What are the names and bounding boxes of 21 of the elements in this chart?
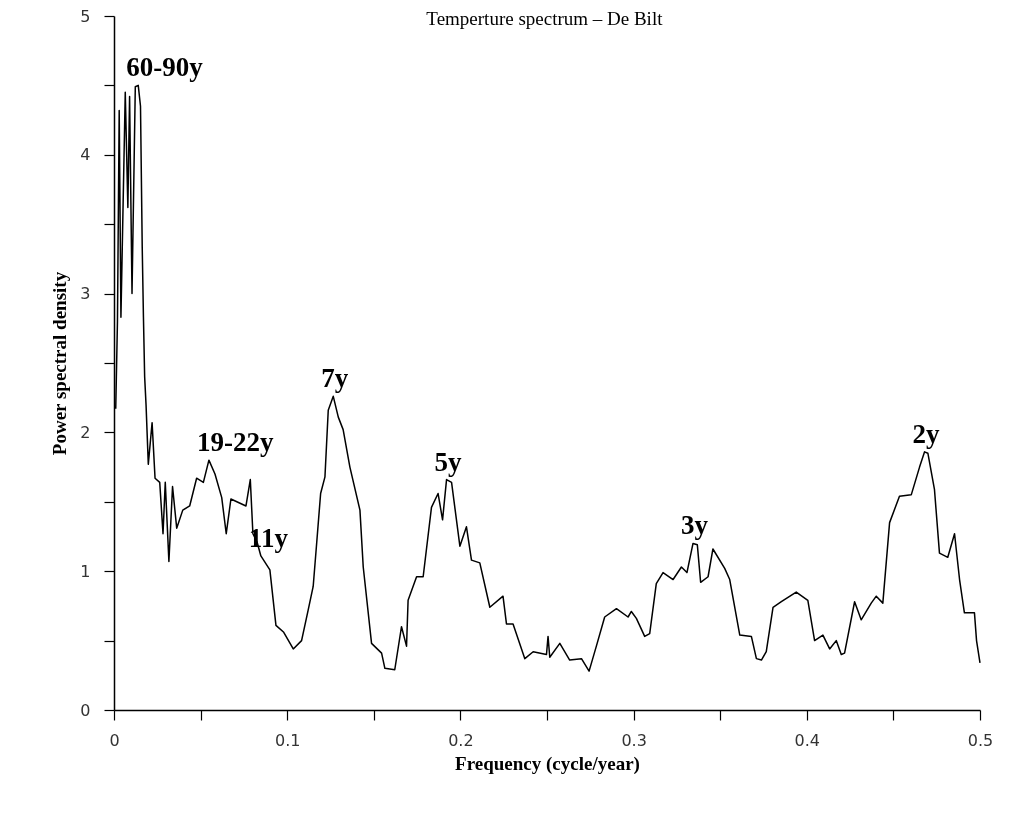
y-tick-label: 5: [80, 6, 91, 26]
y-tick-label: 2: [80, 422, 91, 442]
x-tick-label: 0.1: [274, 730, 301, 750]
y-tick-label: 1: [80, 561, 91, 581]
x-tick-label: 0.4: [794, 730, 821, 750]
x-tick-label: 0: [109, 730, 120, 750]
y-tick-label: 4: [80, 145, 91, 165]
annotation: 60-90y: [126, 52, 204, 83]
annotation: 3y: [681, 510, 709, 541]
annotation: 19-22y: [196, 427, 274, 458]
x-tick-label: 0.2: [448, 730, 474, 750]
y-tick-label: 0: [80, 700, 91, 720]
annotation: 7y: [321, 363, 349, 394]
chart-title: Temperture spectrum – De Bilt: [426, 8, 664, 29]
annotation: 5y: [434, 446, 463, 477]
x-tick-label: 0.3: [621, 730, 647, 750]
y-axis-title: Power spectral density: [49, 271, 71, 456]
x-tick-label: 0.5: [967, 730, 994, 750]
x-axis-title: Frequency (cycle/year): [455, 752, 640, 775]
annotation: 2y: [912, 418, 941, 449]
y-tick-label: 3: [80, 284, 91, 304]
